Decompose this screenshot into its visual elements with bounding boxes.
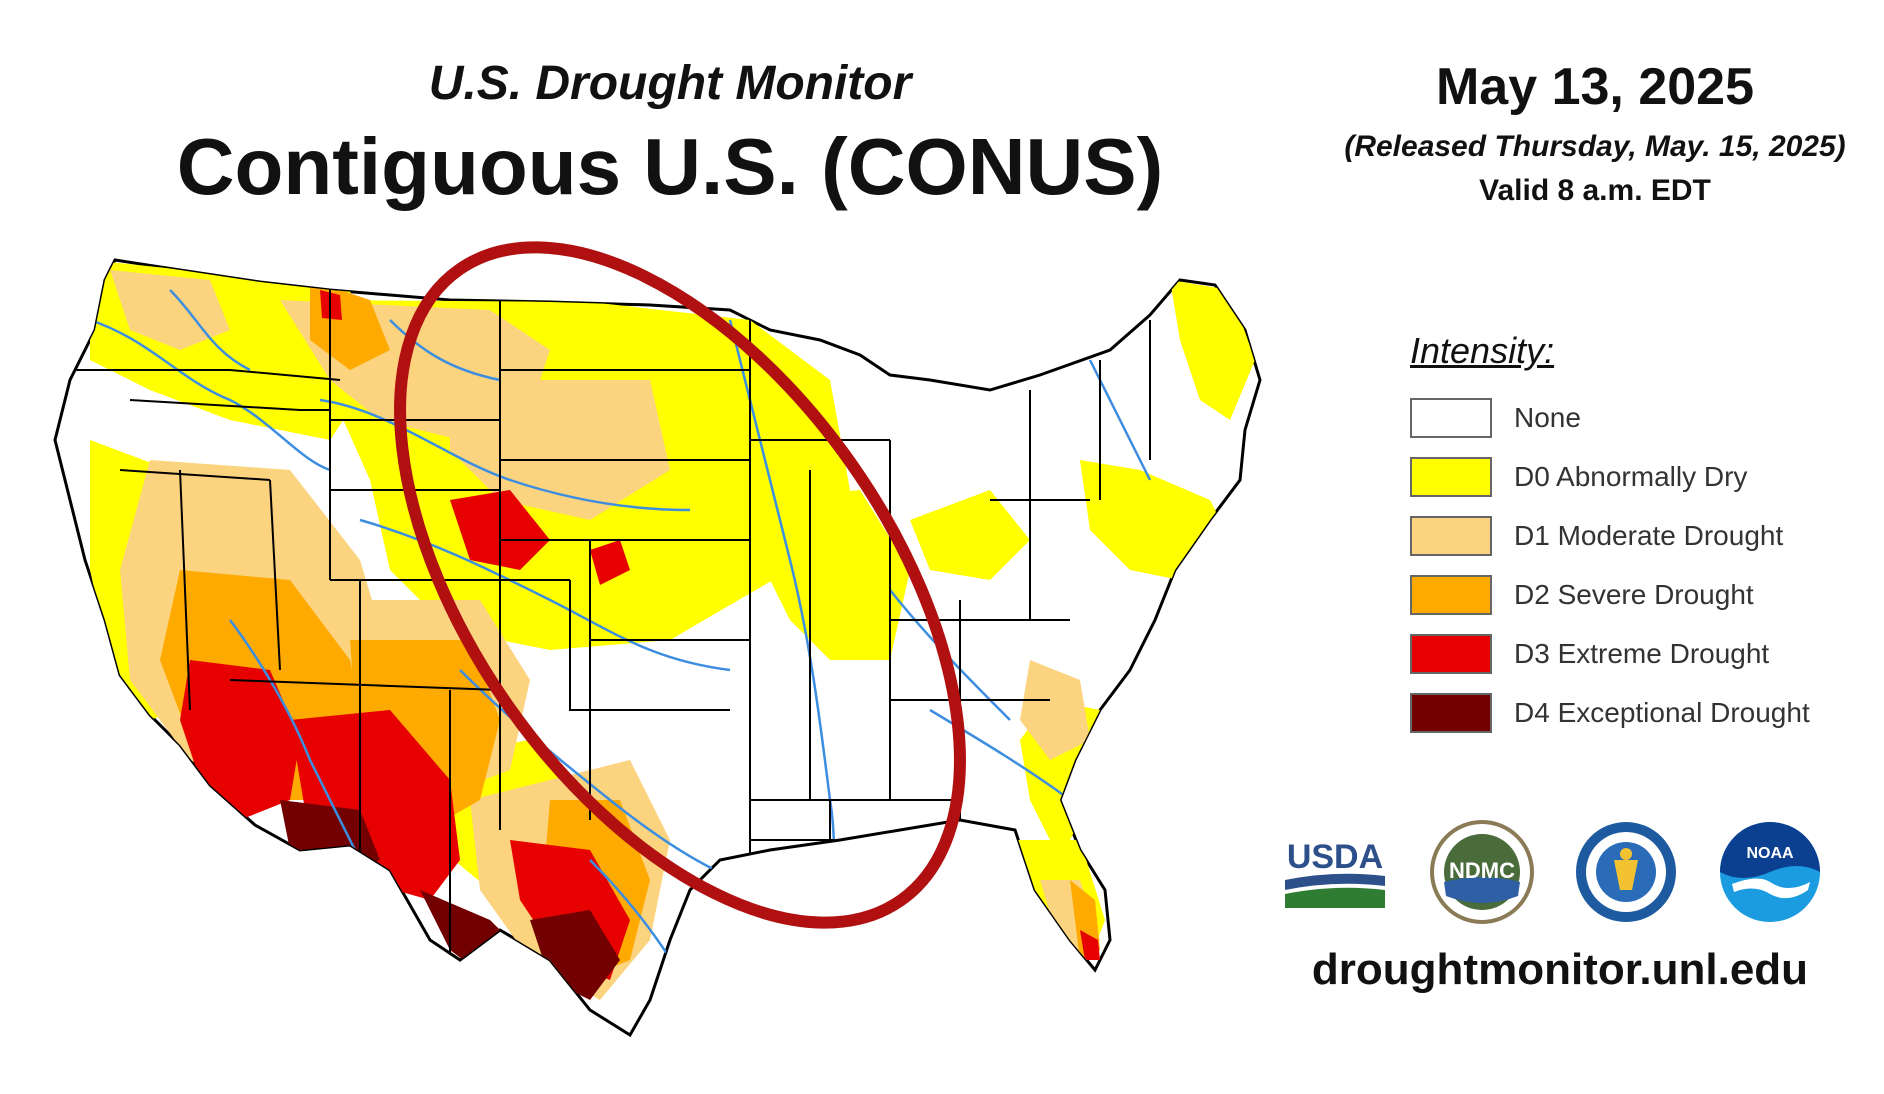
website-url[interactable]: droughtmonitor.unl.edu [1311,945,1809,994]
legend-row-d4: D4 Exceptional Drought [1410,683,1870,742]
ndmc-logo: NDMC [1430,820,1534,924]
highlight-ellipse [394,241,966,929]
legend-row-none: None [1410,388,1870,447]
legend-row-d0: D0 Abnormally Dry [1410,447,1870,506]
legend-swatch-d2 [1410,574,1492,615]
legend-row-d1: D1 Moderate Drought [1410,506,1870,565]
map-subtitle: U.S. Drought Monitor [428,57,912,110]
legend-label: D0 Abnormally Dry [1514,460,1748,492]
legend-label: None [1514,401,1581,433]
legend-row-d3: D3 Extreme Drought [1410,624,1870,683]
legend-label: D2 Severe Drought [1514,578,1754,610]
release-note: (Released Thursday, May. 15, 2025) [1344,129,1846,163]
legend-swatch-d3 [1410,633,1492,674]
legend-row-d2: D2 Severe Drought [1410,565,1870,624]
noaa-logo-text: NOAA [1746,845,1794,862]
doc-seal-logo [1576,822,1676,922]
legend-swatch-d1 [1410,515,1492,556]
intensity-legend: Intensity: None D0 Abnormally Dry D1 Mod… [1410,330,1870,742]
noaa-logo: NOAA [1720,822,1820,922]
legend-label: D4 Exceptional Drought [1514,696,1810,728]
ndmc-logo-text: NDMC [1449,858,1515,883]
title-block: U.S. Drought Monitor Contiguous U.S. (CO… [110,55,1230,213]
legend-swatch-d0 [1410,456,1492,497]
legend-label: D3 Extreme Drought [1514,637,1770,669]
usda-logo-text: USDA [1287,838,1383,876]
valid-time: Valid 8 a.m. EDT [1479,173,1711,207]
legend-swatch-d4 [1410,692,1492,733]
state-borders [55,290,1151,960]
date-block: May 13, 2025 (Released Thursday, May. 15… [1305,58,1884,208]
drought-map [53,241,1262,1038]
legend-heading: Intensity: [1410,330,1555,371]
partner-logos: USDA NDMC NOAA [1280,820,1822,924]
legend-swatch-none [1410,397,1492,438]
map-date: May 13, 2025 [1435,58,1755,116]
map-title: Contiguous U.S. (CONUS) [176,121,1164,211]
legend-label: D1 Moderate Drought [1514,519,1784,551]
usda-logo: USDA [1285,838,1385,908]
